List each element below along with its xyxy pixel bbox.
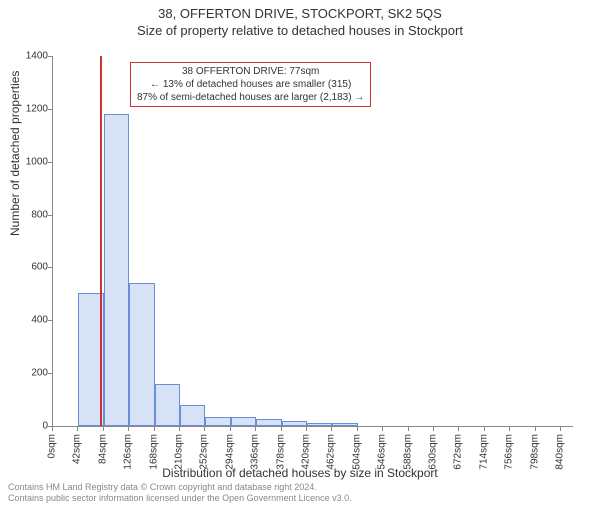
x-tick-mark [433, 426, 434, 431]
x-tick-label: 42sqm [72, 434, 83, 464]
histogram-bar [332, 423, 357, 426]
y-tick-label: 0 [8, 421, 48, 432]
x-tick-mark [204, 426, 205, 431]
chart-area: 38 OFFERTON DRIVE: 77sqm ← 13% of detach… [52, 56, 572, 426]
x-tick-label: 420sqm [300, 434, 311, 470]
x-tick-mark [281, 426, 282, 431]
x-tick-label: 84sqm [97, 434, 108, 464]
x-tick-mark [154, 426, 155, 431]
x-tick-mark [255, 426, 256, 431]
y-tick-mark [48, 320, 53, 321]
x-tick-label: 378sqm [275, 434, 286, 470]
x-tick-mark [357, 426, 358, 431]
histogram-bar [129, 283, 154, 426]
page-title-line2: Size of property relative to detached ho… [0, 23, 600, 38]
page-title-line1: 38, OFFERTON DRIVE, STOCKPORT, SK2 5QS [0, 6, 600, 21]
x-tick-label: 588sqm [402, 434, 413, 470]
y-tick-label: 200 [8, 368, 48, 379]
y-tick-mark [48, 109, 53, 110]
property-size-marker [100, 56, 102, 426]
histogram-bar [231, 417, 256, 426]
x-tick-label: 714sqm [478, 434, 489, 470]
x-tick-label: 336sqm [250, 434, 261, 470]
annotation-line3: 87% of semi-detached houses are larger (… [137, 91, 364, 104]
y-tick-label: 800 [8, 209, 48, 220]
plot-area [52, 56, 573, 427]
footer-attribution: Contains HM Land Registry data © Crown c… [8, 482, 352, 504]
x-tick-mark [535, 426, 536, 431]
y-tick-label: 1400 [8, 51, 48, 62]
annotation-line1: 38 OFFERTON DRIVE: 77sqm [137, 65, 364, 78]
x-tick-label: 126sqm [123, 434, 134, 470]
x-tick-label: 294sqm [224, 434, 235, 470]
histogram-bar [282, 421, 307, 426]
histogram-bar [205, 417, 230, 426]
y-tick-mark [48, 267, 53, 268]
x-tick-mark [331, 426, 332, 431]
x-tick-mark [103, 426, 104, 431]
histogram-bar [180, 405, 205, 426]
x-tick-label: 546sqm [377, 434, 388, 470]
x-tick-mark [509, 426, 510, 431]
x-tick-label: 462sqm [326, 434, 337, 470]
x-tick-mark [484, 426, 485, 431]
histogram-bar [256, 419, 281, 426]
x-tick-label: 0sqm [47, 434, 58, 458]
marker-annotation-box: 38 OFFERTON DRIVE: 77sqm ← 13% of detach… [130, 62, 371, 107]
y-tick-mark [48, 56, 53, 57]
y-tick-label: 400 [8, 315, 48, 326]
x-tick-mark [179, 426, 180, 431]
footer-line1: Contains HM Land Registry data © Crown c… [8, 482, 352, 493]
x-tick-label: 210sqm [173, 434, 184, 470]
x-tick-label: 630sqm [427, 434, 438, 470]
y-tick-label: 1200 [8, 103, 48, 114]
x-tick-label: 252sqm [199, 434, 210, 470]
x-tick-mark [560, 426, 561, 431]
x-tick-mark [128, 426, 129, 431]
histogram-bar [104, 114, 129, 426]
x-tick-label: 798sqm [529, 434, 540, 470]
x-tick-mark [382, 426, 383, 431]
x-tick-mark [306, 426, 307, 431]
footer-line2: Contains public sector information licen… [8, 493, 352, 504]
histogram-bar [155, 384, 180, 426]
x-tick-label: 840sqm [554, 434, 565, 470]
x-tick-label: 672sqm [453, 434, 464, 470]
y-tick-label: 1000 [8, 156, 48, 167]
x-tick-mark [408, 426, 409, 431]
x-axis-label: Distribution of detached houses by size … [0, 466, 600, 480]
x-tick-mark [52, 426, 53, 431]
annotation-line2: ← 13% of detached houses are smaller (31… [137, 78, 364, 91]
x-tick-label: 504sqm [351, 434, 362, 470]
x-tick-mark [230, 426, 231, 431]
y-tick-mark [48, 373, 53, 374]
y-tick-mark [48, 162, 53, 163]
y-tick-label: 600 [8, 262, 48, 273]
x-tick-label: 756sqm [504, 434, 515, 470]
x-tick-mark [77, 426, 78, 431]
x-tick-mark [458, 426, 459, 431]
histogram-bar [307, 423, 332, 426]
y-tick-mark [48, 215, 53, 216]
x-tick-label: 168sqm [148, 434, 159, 470]
